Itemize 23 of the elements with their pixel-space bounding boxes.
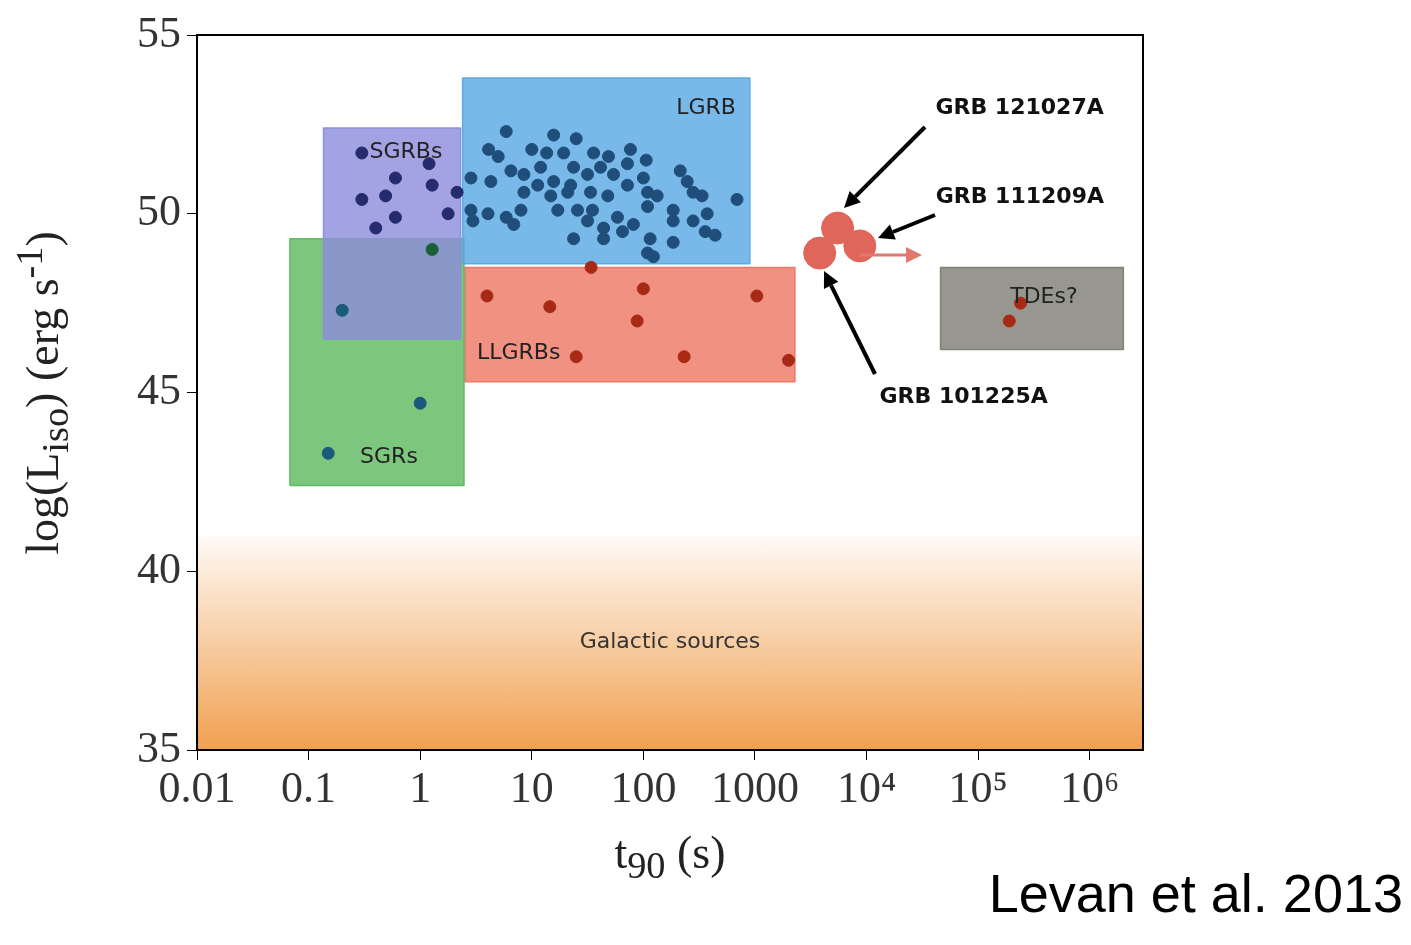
y-tick-label: 40 xyxy=(137,543,181,593)
x-tick-label: 0.1 xyxy=(281,762,337,812)
y-tick-label: 45 xyxy=(137,365,181,415)
x-tick-label: 10⁵ xyxy=(948,762,1008,812)
x-tick-label: 10⁶ xyxy=(1060,762,1120,812)
y-tick-label: 55 xyxy=(137,7,181,57)
x-tick-label: 100 xyxy=(610,762,677,812)
annotation: GRB 101225A xyxy=(879,382,1048,408)
x-tick-label: 10 xyxy=(509,762,554,812)
series-label: SGRBs xyxy=(369,137,443,163)
series-label: LLGRBs xyxy=(476,339,561,365)
x-tick-label: 10⁴ xyxy=(836,762,897,812)
text: Levan et al. 2013 xyxy=(988,862,1403,924)
y-tick-label: 50 xyxy=(137,186,181,236)
annotation: GRB 121027A xyxy=(935,93,1104,119)
x-tick-label: 1 xyxy=(409,762,432,812)
x-axis-title: t$_{90}$ (s) xyxy=(614,826,726,888)
series-label: LGRB xyxy=(676,93,736,119)
annotation: GRB 111209A xyxy=(935,182,1104,208)
series-label: SGRs xyxy=(360,443,418,469)
series-label: TDEs? xyxy=(1009,283,1078,309)
x-tick-label: 1000 xyxy=(710,762,799,812)
band-label: Galactic sources xyxy=(579,628,761,654)
